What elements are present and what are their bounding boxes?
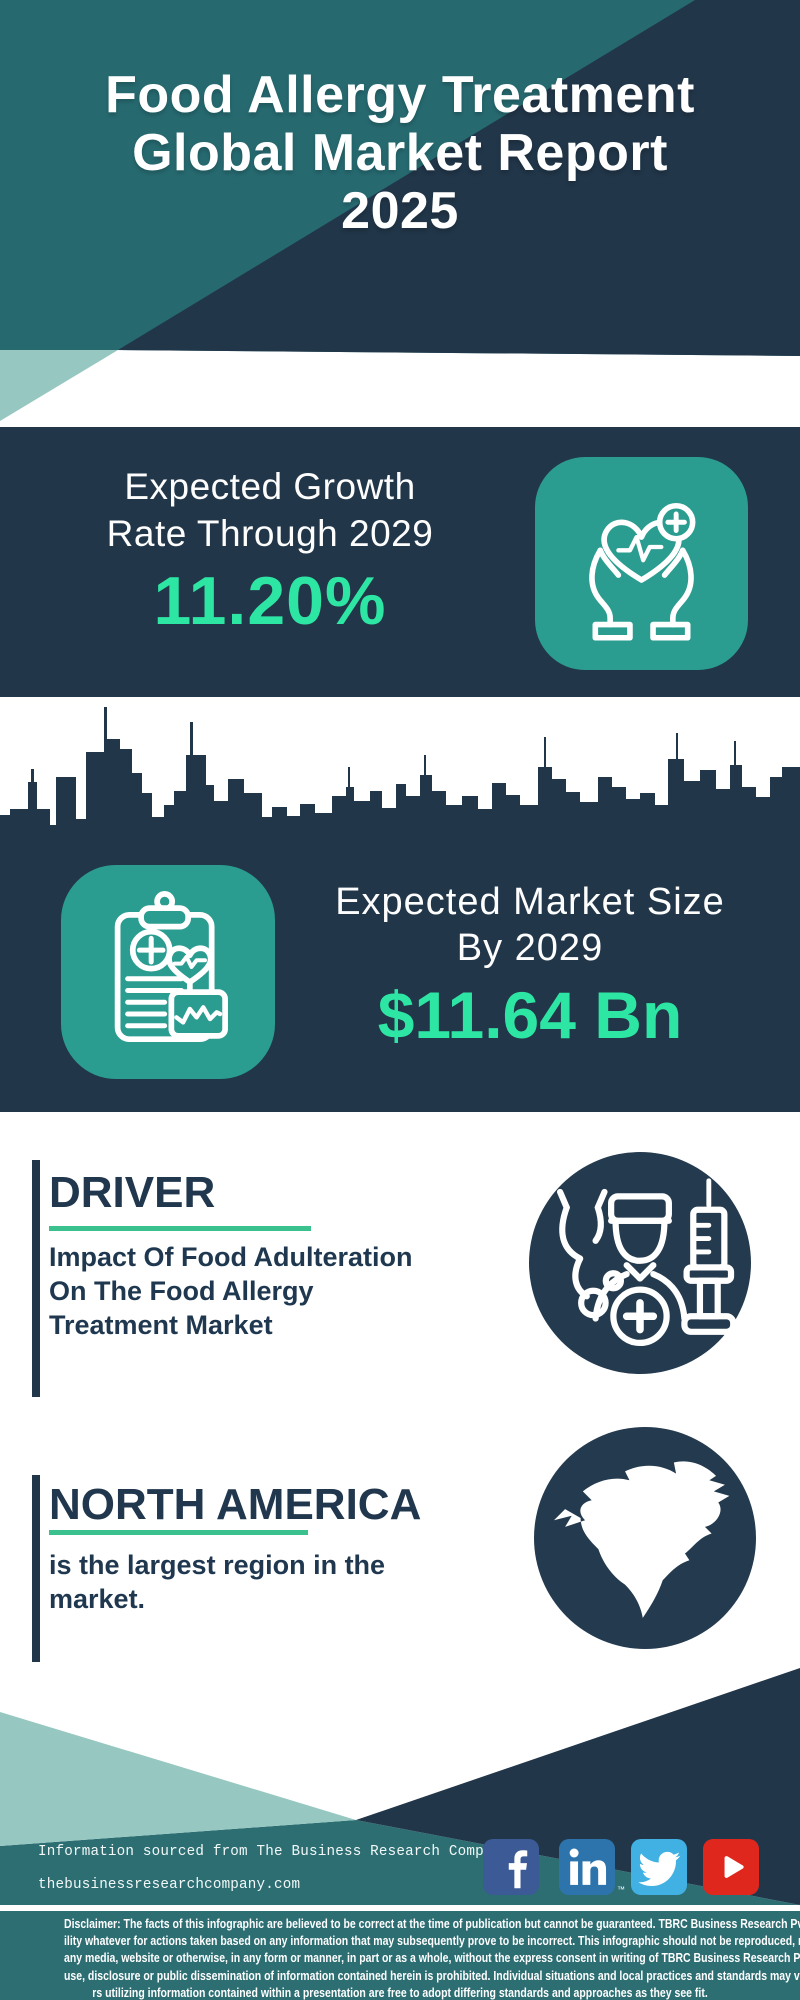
market-size-section: Expected Market Size By 2029 $11.64 Bn xyxy=(0,843,800,1112)
facebook-button[interactable] xyxy=(483,1839,539,1895)
page-title-line2: Global Market Report xyxy=(132,124,668,182)
region-text: is the largest region in the market. xyxy=(49,1548,385,1616)
twitter-button[interactable] xyxy=(631,1839,687,1895)
market-size-value: $11.64 Bn xyxy=(377,978,683,1052)
youtube-button[interactable] xyxy=(703,1839,759,1895)
market-label-line2: By 2029 xyxy=(456,927,604,969)
driver-text-line1: Impact Of Food Adulteration xyxy=(49,1242,413,1272)
disclaimer-line1: Disclaimer: The facts of this infographi… xyxy=(64,1917,800,1931)
page-title: Food Allergy Treatment Global Market Rep… xyxy=(0,66,800,240)
page-title-line1: Food Allergy Treatment xyxy=(105,66,695,124)
region-accent-bar xyxy=(32,1475,40,1662)
linkedin-icon xyxy=(569,1848,607,1885)
north-america-map-icon xyxy=(553,1461,730,1618)
growth-label: Expected Growth Rate Through 2029 xyxy=(55,463,485,557)
medical-clipboard-icon xyxy=(114,891,228,1043)
disclaimer-band: Disclaimer: The facts of this infographi… xyxy=(0,1911,800,2000)
market-label-line1: Expected Market Size xyxy=(335,881,725,923)
region-icon-circle xyxy=(534,1427,756,1649)
disclaimer-line4: use, disclosure or public dissemination … xyxy=(64,1968,800,1983)
driver-underline xyxy=(49,1226,311,1231)
region-text-line2: market. xyxy=(49,1584,146,1614)
linkedin-trademark: ™ xyxy=(617,1885,625,1894)
city-skyline-silhouette xyxy=(0,707,800,847)
linkedin-button[interactable] xyxy=(559,1839,615,1895)
driver-accent-bar xyxy=(32,1160,40,1397)
twitter-icon xyxy=(638,1851,681,1886)
disclaimer-line2: ility whatever for actions taken based o… xyxy=(64,1934,800,1949)
source-website-link[interactable]: thebusinessresearchcompany.com xyxy=(38,1876,301,1893)
growth-label-line1: Expected Growth xyxy=(124,466,416,507)
region-underline xyxy=(49,1530,308,1535)
region-heading: NORTH AMERICA xyxy=(49,1480,422,1529)
growth-section: Expected Growth Rate Through 2029 11.20% xyxy=(0,427,800,697)
page-title-line3: 2025 xyxy=(341,182,459,240)
region-text-line1: is the largest region in the xyxy=(49,1550,386,1580)
footer-divider xyxy=(0,1905,800,1911)
disclaimer-line5: rs utilizing information contained withi… xyxy=(92,1985,708,2000)
driver-icon-circle xyxy=(529,1152,751,1374)
youtube-play-icon xyxy=(724,1856,744,1878)
hands-holding-heart-icon xyxy=(589,502,696,641)
driver-heading: DRIVER xyxy=(49,1168,216,1217)
growth-icon-tile xyxy=(535,457,748,670)
source-text: Information sourced from The Business Re… xyxy=(38,1843,511,1860)
driver-text: Impact Of Food Adulteration On The Food … xyxy=(49,1240,413,1342)
disclaimer-line3: any media, website or otherwise, in any … xyxy=(64,1951,800,1966)
header-banner: Food Allergy Treatment Global Market Rep… xyxy=(0,0,800,430)
driver-text-line2: On The Food Allergy xyxy=(49,1276,314,1306)
facebook-icon xyxy=(508,1850,528,1889)
growth-label-line2: Rate Through 2029 xyxy=(106,513,434,554)
driver-text-line3: Treatment Market xyxy=(49,1310,273,1340)
doctor-syringe-icon xyxy=(556,1178,737,1347)
growth-rate-value: 11.20% xyxy=(153,563,387,639)
market-icon-tile xyxy=(61,865,275,1079)
